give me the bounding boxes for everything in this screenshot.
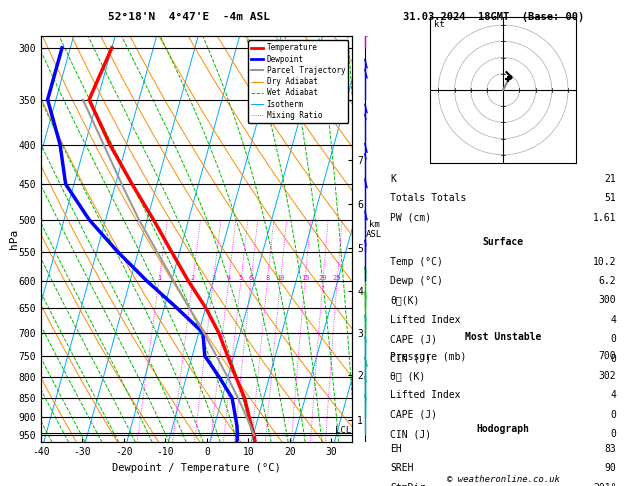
Text: 10.2: 10.2 <box>593 257 616 267</box>
Y-axis label: km
ASL: km ASL <box>366 220 382 240</box>
Text: 8: 8 <box>265 275 270 281</box>
Text: CAPE (J): CAPE (J) <box>390 334 437 345</box>
Text: 302: 302 <box>599 371 616 381</box>
Text: LCL: LCL <box>335 426 351 435</box>
Text: 1: 1 <box>157 275 161 281</box>
Text: 83: 83 <box>604 444 616 454</box>
Text: 3: 3 <box>211 275 216 281</box>
Text: 4: 4 <box>226 275 231 281</box>
Text: Surface: Surface <box>482 237 524 247</box>
Text: Totals Totals: Totals Totals <box>390 193 466 204</box>
Text: 201°: 201° <box>593 483 616 486</box>
Text: Dewp (°C): Dewp (°C) <box>390 276 443 286</box>
Text: Temp (°C): Temp (°C) <box>390 257 443 267</box>
Text: 0: 0 <box>611 334 616 345</box>
Text: EH: EH <box>390 444 402 454</box>
Text: SREH: SREH <box>390 463 413 473</box>
Text: Pressure (mb): Pressure (mb) <box>390 351 466 362</box>
Text: 0: 0 <box>611 429 616 439</box>
Text: 1.61: 1.61 <box>593 213 616 223</box>
Text: 300: 300 <box>599 295 616 306</box>
Text: Lifted Index: Lifted Index <box>390 390 460 400</box>
Text: 700: 700 <box>599 351 616 362</box>
Text: 15: 15 <box>301 275 309 281</box>
Text: K: K <box>390 174 396 184</box>
Text: PW (cm): PW (cm) <box>390 213 431 223</box>
Legend: Temperature, Dewpoint, Parcel Trajectory, Dry Adiabat, Wet Adiabat, Isotherm, Mi: Temperature, Dewpoint, Parcel Trajectory… <box>248 40 348 123</box>
Text: StmDir: StmDir <box>390 483 425 486</box>
Text: CIN (J): CIN (J) <box>390 354 431 364</box>
Text: 52°18'N  4°47'E  -4m ASL: 52°18'N 4°47'E -4m ASL <box>108 12 270 22</box>
Text: 21: 21 <box>604 174 616 184</box>
Text: 10: 10 <box>276 275 285 281</box>
Text: 0: 0 <box>611 410 616 420</box>
Text: Lifted Index: Lifted Index <box>390 315 460 325</box>
Text: 4: 4 <box>611 390 616 400</box>
Text: 31.03.2024  18GMT  (Base: 00): 31.03.2024 18GMT (Base: 00) <box>403 12 584 22</box>
Text: 90: 90 <box>604 463 616 473</box>
Text: 5: 5 <box>239 275 243 281</box>
Text: Most Unstable: Most Unstable <box>465 332 542 342</box>
Text: CAPE (J): CAPE (J) <box>390 410 437 420</box>
Text: θᴇ(K): θᴇ(K) <box>390 295 420 306</box>
Text: kt: kt <box>433 20 444 29</box>
X-axis label: Dewpoint / Temperature (°C): Dewpoint / Temperature (°C) <box>112 463 281 473</box>
Text: 6: 6 <box>249 275 253 281</box>
Text: 4: 4 <box>611 315 616 325</box>
Text: 2: 2 <box>191 275 195 281</box>
Text: 25: 25 <box>333 275 342 281</box>
Text: 51: 51 <box>604 193 616 204</box>
Text: 6.2: 6.2 <box>599 276 616 286</box>
Text: © weatheronline.co.uk: © weatheronline.co.uk <box>447 474 560 484</box>
Text: 0: 0 <box>611 354 616 364</box>
Text: θᴇ (K): θᴇ (K) <box>390 371 425 381</box>
Text: CIN (J): CIN (J) <box>390 429 431 439</box>
Text: Hodograph: Hodograph <box>477 424 530 434</box>
Text: hPa: hPa <box>9 229 19 249</box>
Text: 20: 20 <box>319 275 327 281</box>
